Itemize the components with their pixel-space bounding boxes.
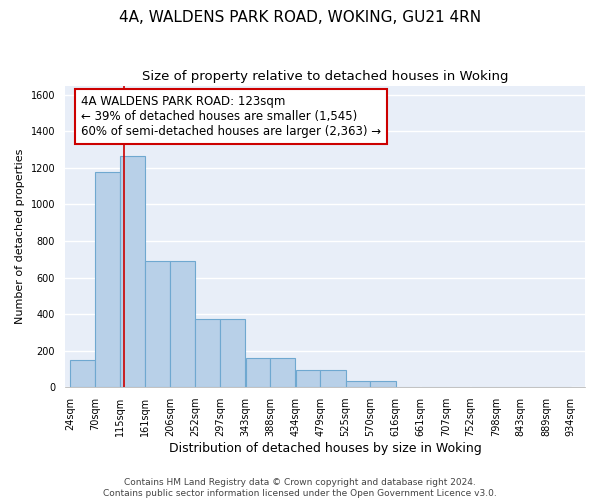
Bar — [320, 370, 346, 387]
Bar — [220, 318, 245, 387]
Bar — [95, 172, 120, 387]
Bar — [370, 381, 395, 387]
Y-axis label: Number of detached properties: Number of detached properties — [15, 148, 25, 324]
Bar — [120, 156, 145, 387]
Bar — [346, 381, 370, 387]
Bar — [245, 358, 270, 387]
X-axis label: Distribution of detached houses by size in Woking: Distribution of detached houses by size … — [169, 442, 481, 455]
Bar — [170, 262, 195, 387]
Bar — [296, 370, 320, 387]
Bar — [145, 262, 170, 387]
Bar — [270, 358, 295, 387]
Text: 4A WALDENS PARK ROAD: 123sqm
← 39% of detached houses are smaller (1,545)
60% of: 4A WALDENS PARK ROAD: 123sqm ← 39% of de… — [80, 94, 380, 138]
Text: 4A, WALDENS PARK ROAD, WOKING, GU21 4RN: 4A, WALDENS PARK ROAD, WOKING, GU21 4RN — [119, 10, 481, 25]
Bar — [70, 360, 95, 387]
Title: Size of property relative to detached houses in Woking: Size of property relative to detached ho… — [142, 70, 508, 83]
Text: Contains HM Land Registry data © Crown copyright and database right 2024.
Contai: Contains HM Land Registry data © Crown c… — [103, 478, 497, 498]
Bar — [196, 318, 220, 387]
